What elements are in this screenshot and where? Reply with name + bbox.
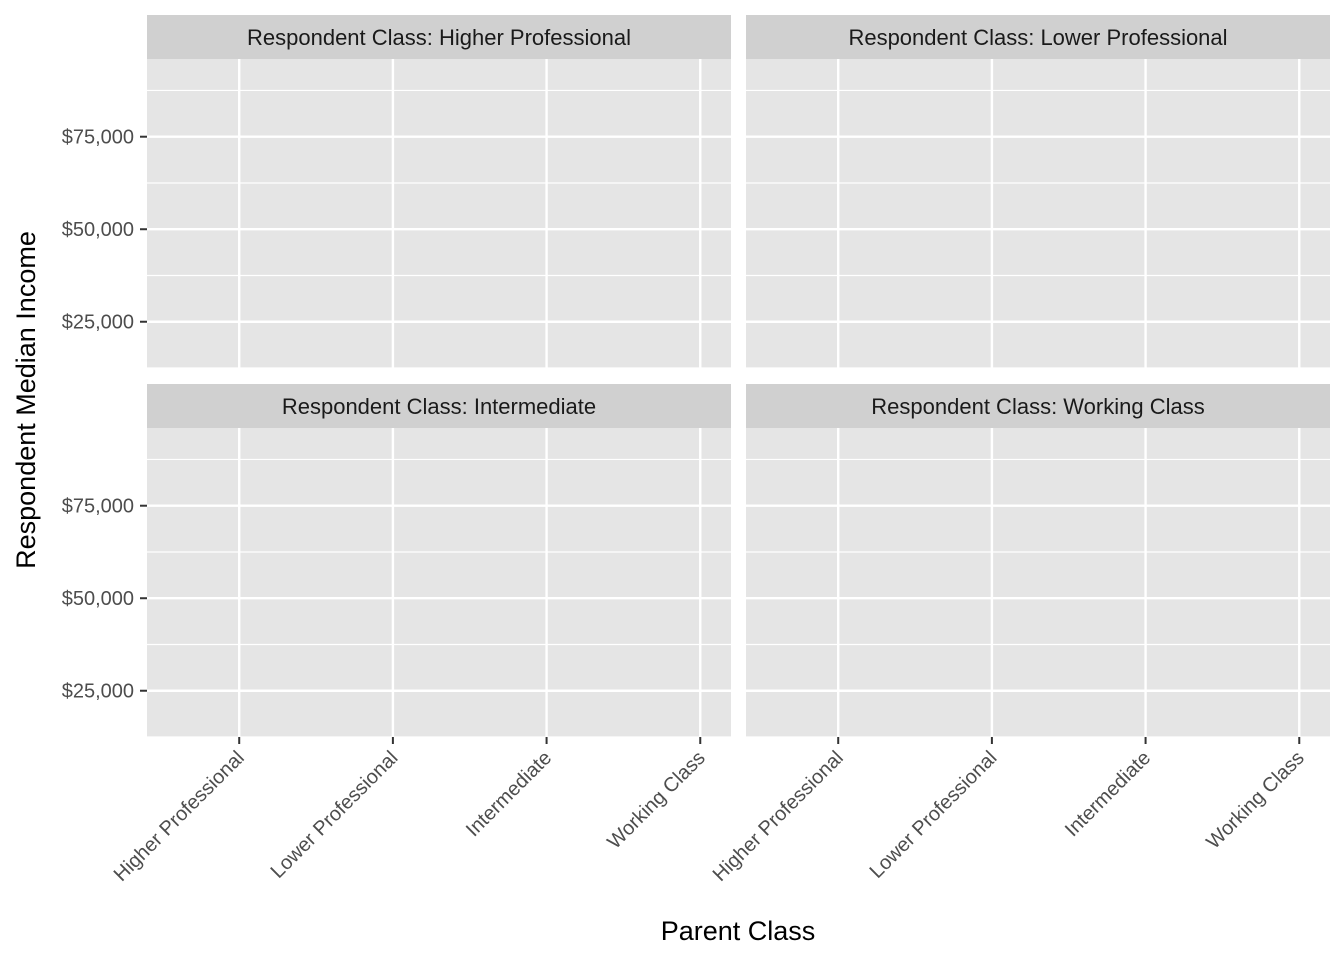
y-tick-label: $75,000	[62, 127, 134, 149]
facet-strip	[147, 384, 731, 428]
facet-panel	[746, 59, 1330, 368]
facet-strip	[746, 384, 1330, 428]
facet-strip-label: Respondent Class: Higher Professional	[247, 25, 631, 50]
x-tick-label: Higher Professional	[110, 747, 249, 886]
facet-panel	[746, 428, 1330, 737]
x-tick-label: Lower Professional	[267, 747, 403, 883]
facet-strip-label: Respondent Class: Lower Professional	[848, 25, 1227, 50]
y-tick-label: $25,000	[62, 312, 134, 334]
facet-panel	[147, 428, 731, 737]
y-tick-label: $50,000	[62, 588, 134, 610]
y-axis-title: Respondent Median Income	[11, 231, 41, 569]
x-tick-label: Lower Professional	[866, 747, 1002, 883]
x-tick-label: Working Class	[603, 747, 709, 853]
facet-strip-label: Respondent Class: Working Class	[871, 394, 1204, 419]
x-tick-label: Working Class	[1202, 747, 1308, 853]
y-tick-label: $50,000	[62, 219, 134, 241]
facet-strip	[746, 15, 1330, 59]
x-tick-label: Intermediate	[1061, 747, 1155, 841]
facet-strip-label: Respondent Class: Intermediate	[282, 394, 596, 419]
facet-panel	[147, 59, 731, 368]
y-tick-label: $25,000	[62, 681, 134, 703]
x-tick-label: Intermediate	[462, 747, 556, 841]
x-tick-label: Higher Professional	[709, 747, 848, 886]
y-tick-label: $75,000	[62, 496, 134, 518]
x-axis-title: Parent Class	[661, 916, 816, 946]
facet-strip	[147, 15, 731, 59]
